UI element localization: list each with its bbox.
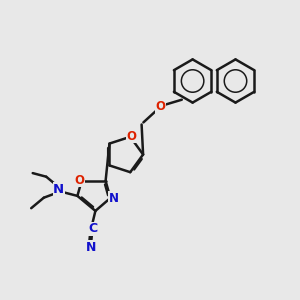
Text: N: N bbox=[86, 241, 96, 254]
Text: N: N bbox=[108, 191, 118, 205]
Text: N: N bbox=[53, 183, 64, 196]
Text: O: O bbox=[74, 174, 85, 187]
Text: C: C bbox=[88, 222, 97, 236]
Text: O: O bbox=[155, 100, 166, 113]
Text: O: O bbox=[127, 130, 137, 143]
